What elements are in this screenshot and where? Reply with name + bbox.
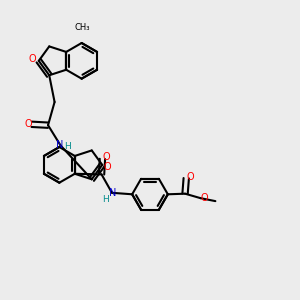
- Text: O: O: [201, 193, 208, 203]
- Text: CH₃: CH₃: [75, 23, 90, 32]
- Text: N: N: [109, 188, 116, 198]
- Text: O: O: [103, 152, 110, 162]
- Text: O: O: [187, 172, 194, 182]
- Text: O: O: [24, 119, 32, 129]
- Text: O: O: [103, 162, 111, 172]
- Text: H: H: [102, 195, 109, 204]
- Text: H: H: [64, 142, 71, 151]
- Text: N: N: [56, 140, 63, 150]
- Text: O: O: [28, 54, 36, 64]
